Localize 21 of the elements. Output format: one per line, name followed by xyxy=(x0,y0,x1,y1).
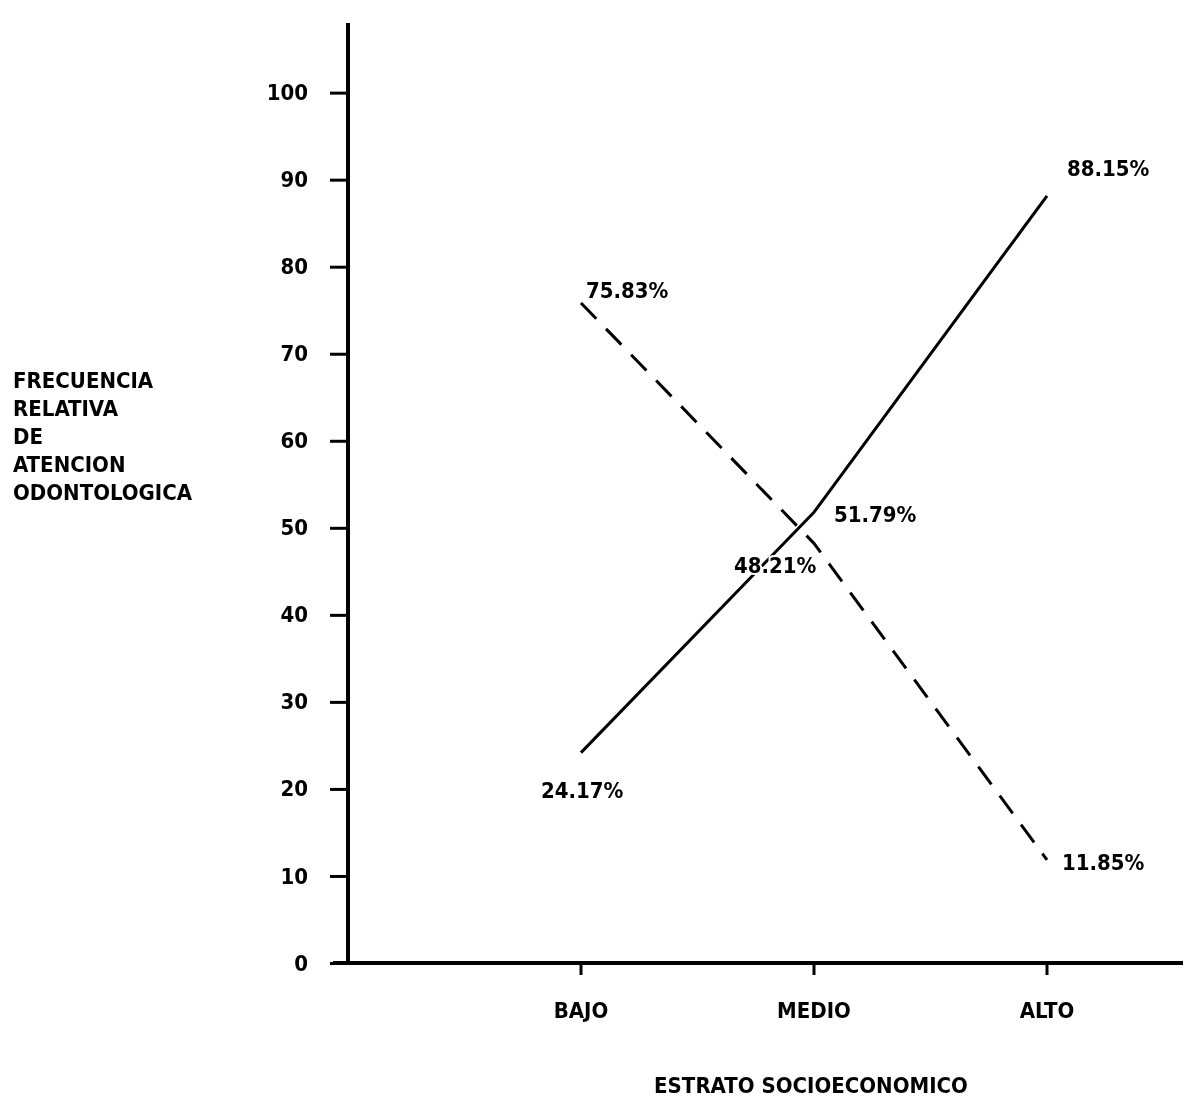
y-tick-label: 30 xyxy=(280,689,308,715)
y-tick-label: 90 xyxy=(280,167,308,193)
x-tick-label: BAJO xyxy=(553,998,609,1023)
y-axis-title: FRECUENCIA RELATIVA DE ATENCION ODONTOLOGICA xyxy=(13,368,193,505)
y-tick-label: 20 xyxy=(280,776,308,802)
data-label: 24.17% xyxy=(541,777,624,803)
y-tick-label: 40 xyxy=(280,602,308,628)
data-label: 88.15% xyxy=(1067,155,1150,181)
y-tick-label: 50 xyxy=(280,515,308,541)
x-axis-title: ESTRATO SOCIOECONOMICO xyxy=(654,1073,968,1098)
y-tick-label: 60 xyxy=(280,428,308,454)
x-tick-label: MEDIO xyxy=(777,998,851,1023)
y-tick-label: 0 xyxy=(294,950,308,976)
data-label: 11.85% xyxy=(1062,849,1145,875)
data-label: 75.83% xyxy=(586,278,669,303)
y-tick-label: 10 xyxy=(280,863,308,889)
y-tick-label: 70 xyxy=(280,341,308,367)
y-tick-label: 100 xyxy=(266,80,308,106)
y-tick-label: 80 xyxy=(280,254,308,280)
x-tick-label: ALTO xyxy=(1019,998,1075,1023)
data-label: 51.79% xyxy=(834,502,917,528)
